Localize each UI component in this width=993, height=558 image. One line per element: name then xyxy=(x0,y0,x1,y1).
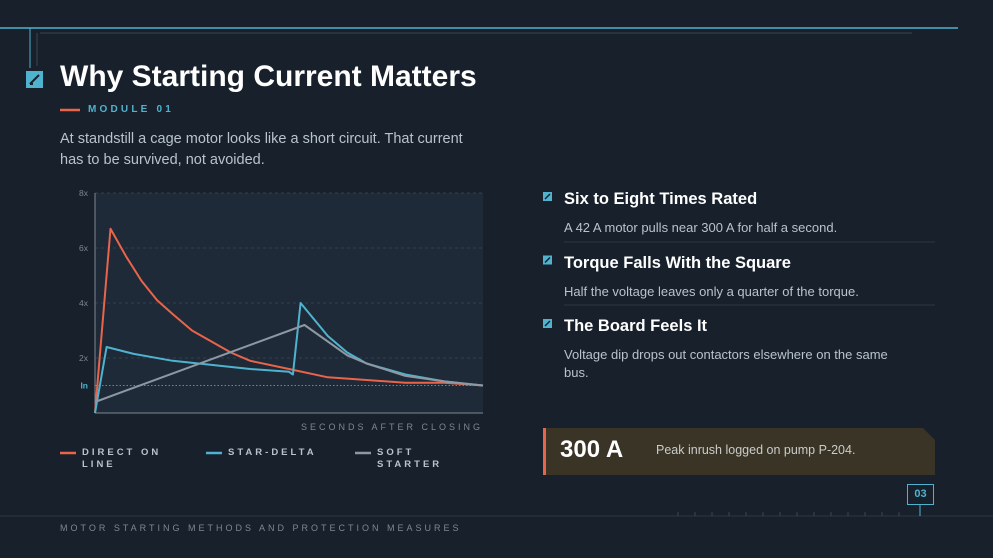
point-icon-mark xyxy=(544,320,551,327)
legend-label: SOFT STARTER xyxy=(377,447,443,470)
point-title: Six to Eight Times Rated xyxy=(564,190,758,208)
module-label: MODULE 01 xyxy=(88,104,175,115)
series-line xyxy=(94,324,484,403)
point-icon-mark xyxy=(544,256,551,264)
point-text: Half the voltage leaves only a quarter o… xyxy=(564,283,859,299)
y-tick-label: 4x xyxy=(79,298,89,308)
point-title: The Board Feels It xyxy=(564,317,708,335)
callout-accent xyxy=(543,428,546,475)
deco-ticks xyxy=(677,512,900,516)
footer-text: MOTOR STARTING METHODS AND PROTECTION ME… xyxy=(60,523,462,533)
point-title: Torque Falls With the Square xyxy=(564,253,791,272)
point-text: A 42 A motor pulls near 300 A for half a… xyxy=(564,220,838,235)
callout-value: 300 A xyxy=(560,436,624,463)
series-line xyxy=(94,227,484,414)
page-number: 03 xyxy=(907,484,934,505)
y-tick-label: 2x xyxy=(79,353,89,363)
y-tick-label: 6x xyxy=(79,243,89,253)
slide-title: Why Starting Current Matters xyxy=(60,60,477,93)
x-axis-label: SECONDS AFTER CLOSING xyxy=(301,422,483,432)
legend-label: DIRECT ON LINE xyxy=(82,447,162,470)
callout-text: Peak inrush logged on pump P-204. xyxy=(656,443,856,457)
intro-text: At standstill a cage motor looks like a … xyxy=(60,131,463,168)
legend-label: STAR-DELTA xyxy=(228,447,317,458)
y-tick-label: 8x xyxy=(79,188,89,198)
title-icon-mark xyxy=(29,74,40,85)
callout-box xyxy=(543,428,935,475)
point-text: Voltage dip drops out contactors elsewhe… xyxy=(564,347,888,380)
y-tick-label: In xyxy=(80,381,88,391)
point-icon-mark xyxy=(544,193,551,200)
